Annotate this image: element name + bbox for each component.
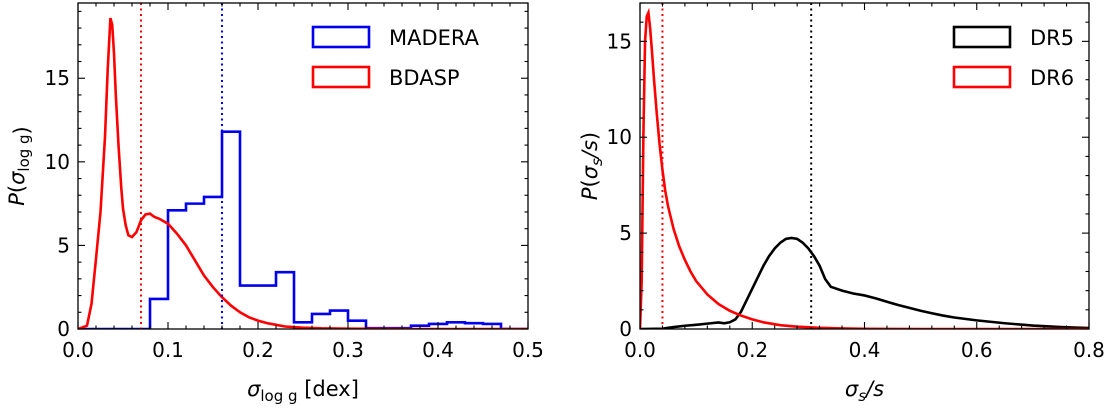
legend-label-bdasp: BDASP (389, 66, 460, 90)
plot-frame (77, 2, 529, 330)
x-axis-label-subscript: log g (260, 387, 297, 405)
y-tick-label: 0 (619, 317, 632, 341)
x-axis-label-symbol: σ (247, 377, 261, 401)
y-axis-label-close: ) (10, 126, 34, 134)
y-axis-label-subscript: s (588, 158, 606, 166)
x-tick-label: 0.1 (152, 338, 184, 362)
series-bdasp-line (78, 17, 528, 329)
y-tick-label: 10 (607, 125, 632, 149)
y-tick-label: 15 (607, 29, 632, 53)
series-dr5-line (640, 236, 1089, 329)
x-tick-label: 0.3 (332, 338, 364, 362)
y-axis-label: P(σs/s) (578, 132, 606, 200)
y-tick-label: 5 (619, 221, 632, 245)
x-tick-label: 0.2 (736, 338, 768, 362)
x-tick-label: 0.4 (849, 338, 881, 362)
y-axis-label-close: ) (578, 132, 602, 140)
x-tick-label: 0.0 (624, 338, 656, 362)
legend-swatch-madera (311, 25, 371, 49)
legend-swatch-dr6 (952, 65, 1012, 89)
x-axis-label-subscript: s (858, 387, 866, 405)
x-axis-label: σs/s (845, 377, 884, 405)
y-axis-label-subscript: log g (15, 134, 33, 171)
y-axis-label-prefix: P (5, 193, 29, 206)
x-axis-label-rest: /s (864, 377, 884, 401)
x-tick-label: 0.5 (512, 338, 544, 362)
legend-label-madera: MADERA (389, 26, 480, 50)
y-axis-label-prefix: P (578, 187, 602, 200)
series-dr6-line (640, 7, 1089, 329)
x-tick-label: 0.2 (242, 338, 274, 362)
y-axis-label-symbol: σ (5, 171, 29, 185)
x-tick-label: 0.4 (422, 338, 454, 362)
y-axis-label-symbol: σ (578, 165, 602, 179)
series-madera-line (78, 130, 528, 329)
x-axis-label: σlog g [dex] (247, 377, 359, 405)
legend-swatch-bdasp (311, 65, 371, 89)
y-tick-label: 0 (57, 317, 70, 341)
x-axis-label-rest: [dex] (298, 377, 359, 401)
legend-swatch-dr5 (952, 25, 1012, 49)
x-tick-label: 0.0 (62, 338, 94, 362)
y-axis-label-rest: /s (578, 140, 602, 160)
y-axis-label: P(σlog g) (5, 126, 34, 206)
x-tick-label: 0.8 (1073, 338, 1105, 362)
y-tick-label: 10 (45, 150, 70, 174)
x-tick-label: 0.6 (961, 338, 993, 362)
y-axis-label-paren: ( (578, 179, 602, 187)
plot-frame (639, 2, 1090, 330)
legend-label-dr5: DR5 (1030, 26, 1074, 50)
y-axis-label-paren: ( (5, 185, 29, 193)
x-axis-label-symbol: σ (845, 377, 859, 401)
y-tick-label: 15 (45, 66, 70, 90)
legend-label-dr6: DR6 (1030, 66, 1074, 90)
y-tick-label: 5 (57, 233, 70, 257)
